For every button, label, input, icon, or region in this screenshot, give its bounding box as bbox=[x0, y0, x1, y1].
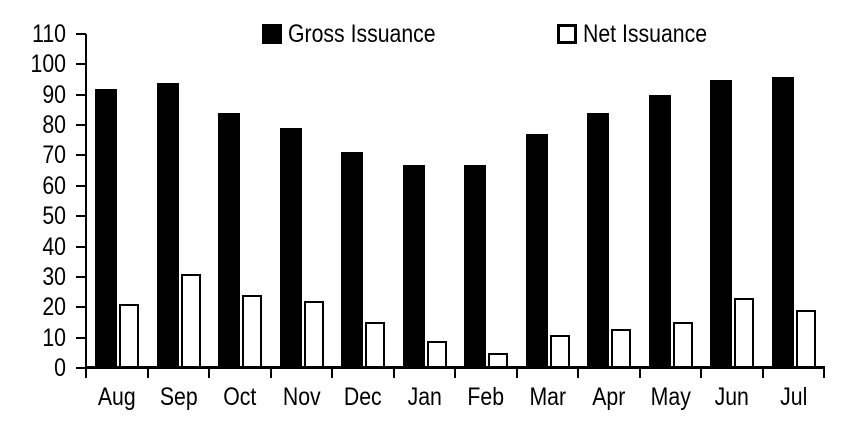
bar-gross-jul bbox=[771, 76, 794, 368]
y-tick-label: 10 bbox=[42, 323, 66, 352]
y-tick bbox=[76, 124, 86, 127]
x-label-apr: Apr bbox=[592, 383, 626, 411]
bar-net-nov bbox=[303, 301, 324, 368]
y-axis-line bbox=[85, 34, 87, 369]
y-tick bbox=[76, 215, 86, 218]
x-tick bbox=[454, 366, 456, 378]
x-label-jan: Jan bbox=[407, 383, 442, 411]
bar-gross-apr bbox=[587, 112, 609, 368]
y-tick bbox=[76, 275, 86, 278]
y-tick-label: 30 bbox=[42, 262, 66, 291]
x-tick bbox=[208, 366, 210, 378]
bar-net-sep bbox=[180, 273, 201, 368]
bar-gross-oct bbox=[218, 112, 240, 368]
bar-gross-nov bbox=[279, 128, 302, 368]
y-tick-label: 100 bbox=[30, 50, 66, 79]
x-label-oct: Oct bbox=[223, 383, 257, 411]
bar-gross-jun bbox=[710, 79, 732, 368]
y-tick bbox=[76, 336, 86, 339]
y-tick-label: 50 bbox=[42, 202, 66, 231]
y-tick-label: 0 bbox=[54, 354, 66, 382]
bar-gross-sep bbox=[156, 82, 179, 368]
bar-gross-may bbox=[648, 94, 671, 368]
bar-net-apr bbox=[611, 328, 631, 368]
x-tick bbox=[331, 366, 333, 378]
x-label-feb: Feb bbox=[467, 383, 505, 411]
y-tick bbox=[76, 63, 86, 66]
bar-net-aug bbox=[119, 304, 139, 368]
bar-net-jan bbox=[426, 340, 447, 368]
x-tick bbox=[270, 366, 272, 378]
x-tick bbox=[577, 366, 579, 378]
x-label-dec: Dec bbox=[343, 383, 382, 411]
y-tick-label: 110 bbox=[32, 20, 66, 48]
x-tick bbox=[147, 366, 149, 378]
x-label-aug: Aug bbox=[97, 383, 136, 411]
y-tick-label: 70 bbox=[42, 141, 66, 170]
x-tick bbox=[393, 366, 395, 378]
y-tick bbox=[76, 306, 86, 309]
x-tick bbox=[85, 366, 87, 378]
net-issuance-legend-label: Net Issuance bbox=[583, 19, 708, 48]
y-tick-label: 80 bbox=[42, 111, 66, 140]
bar-gross-dec bbox=[341, 152, 363, 368]
x-label-sep: Sep bbox=[159, 383, 198, 411]
bar-net-mar bbox=[549, 334, 570, 368]
legend-item-gross-issuance: Gross Issuance bbox=[262, 20, 462, 48]
x-label-jun: Jun bbox=[714, 383, 749, 411]
gross-issuance-swatch bbox=[262, 24, 282, 44]
x-label-mar: Mar bbox=[528, 383, 566, 411]
y-tick-label: 20 bbox=[42, 293, 66, 322]
x-tick bbox=[639, 366, 641, 378]
x-tick bbox=[823, 366, 825, 378]
y-tick-label: 90 bbox=[42, 80, 66, 109]
y-tick bbox=[76, 33, 86, 35]
bar-net-jun bbox=[734, 298, 754, 368]
bar-net-jul bbox=[795, 310, 816, 368]
x-label-jul: Jul bbox=[779, 383, 807, 411]
bar-gross-aug bbox=[95, 88, 117, 368]
bar-gross-mar bbox=[525, 134, 548, 368]
y-tick bbox=[76, 154, 86, 157]
bar-net-may bbox=[672, 322, 693, 368]
y-tick-label: 60 bbox=[42, 171, 66, 200]
bar-gross-feb bbox=[464, 164, 486, 368]
bar-net-oct bbox=[242, 295, 262, 368]
y-tick bbox=[76, 93, 86, 96]
x-tick bbox=[762, 366, 764, 378]
legend-item-net-issuance: Net Issuance bbox=[557, 20, 729, 48]
y-tick bbox=[76, 367, 86, 369]
y-tick bbox=[76, 184, 86, 187]
bar-net-dec bbox=[365, 322, 385, 368]
y-tick-label: 40 bbox=[42, 232, 66, 261]
x-tick bbox=[700, 366, 702, 378]
bar-gross-jan bbox=[402, 164, 425, 368]
bar-net-feb bbox=[488, 352, 508, 368]
gross-issuance-legend-label: Gross Issuance bbox=[288, 19, 436, 48]
x-tick bbox=[516, 366, 518, 378]
y-tick bbox=[76, 245, 86, 248]
x-label-nov: Nov bbox=[282, 383, 321, 411]
net-issuance-swatch bbox=[557, 24, 577, 44]
x-label-may: May bbox=[650, 383, 691, 411]
